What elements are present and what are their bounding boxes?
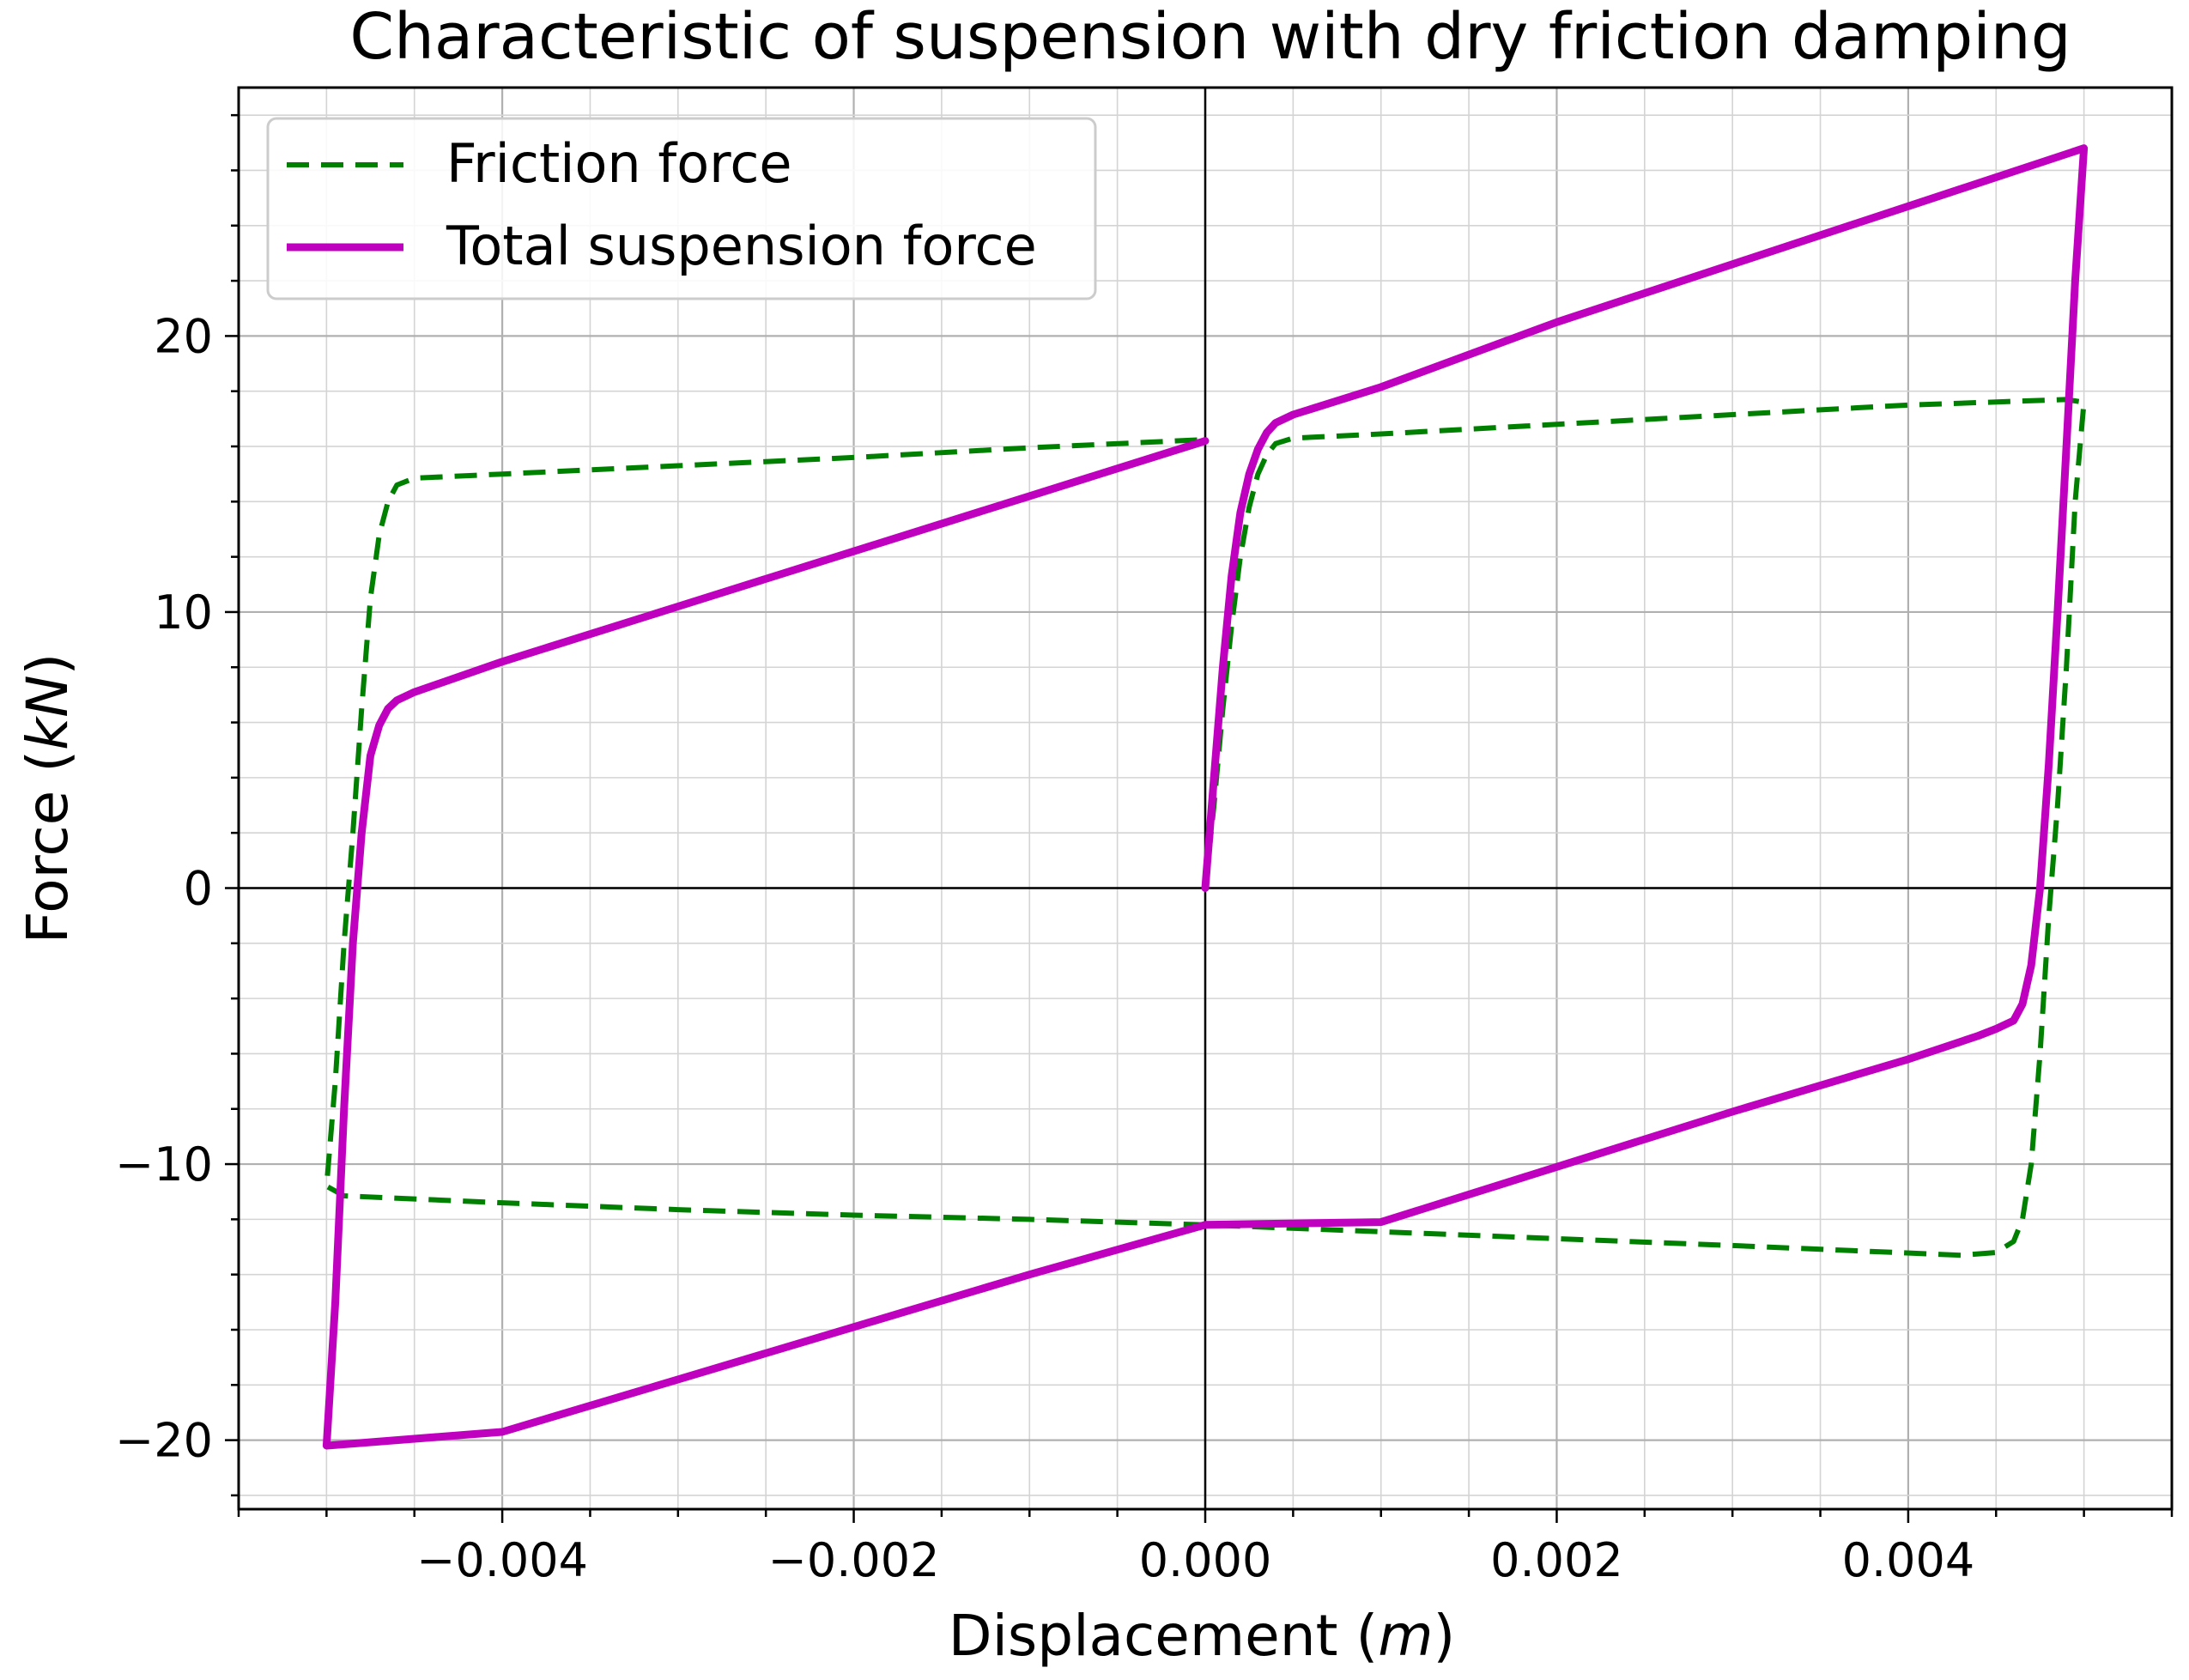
series-line-total-suspension-force bbox=[322, 144, 2089, 1450]
y-tick-label: 10 bbox=[154, 585, 213, 640]
x-tick-label: −0.002 bbox=[768, 1533, 940, 1587]
x-tick-label: 0.002 bbox=[1490, 1533, 1623, 1587]
y-tick-label: 0 bbox=[184, 862, 213, 916]
x-axis-label: Displacement (m) bbox=[949, 1603, 1456, 1669]
y-tick-label: −20 bbox=[115, 1414, 213, 1468]
x-tick-label: −0.004 bbox=[416, 1533, 588, 1587]
y-axis-label: Force (kN) bbox=[15, 653, 81, 944]
zero-axis-lines bbox=[239, 88, 2172, 1509]
x-tick-label: 0.004 bbox=[1842, 1533, 1975, 1587]
y-tick-label: −10 bbox=[115, 1137, 213, 1192]
x-tick-label: 0.000 bbox=[1139, 1533, 1272, 1587]
chart-title: Characteristic of suspension with dry fr… bbox=[349, 0, 2071, 74]
ticks: −0.004 −0.002 0.000 0.002 0.004 −20 −10 0 10 20 bbox=[115, 113, 2174, 1587]
series-lines bbox=[322, 144, 2089, 1450]
legend-label-total-suspension-force: Total suspension force bbox=[446, 215, 1037, 277]
y-tick-label: 20 bbox=[154, 309, 213, 363]
legend: Friction force Total suspension force bbox=[266, 117, 1097, 300]
series-line-friction-force bbox=[324, 397, 2087, 1258]
legend-box bbox=[266, 117, 1097, 300]
legend-label-friction-force: Friction force bbox=[446, 132, 792, 195]
plot-area: −0.004 −0.002 0.000 0.002 0.004 −20 −10 0 10 20 bbox=[115, 86, 2174, 1587]
